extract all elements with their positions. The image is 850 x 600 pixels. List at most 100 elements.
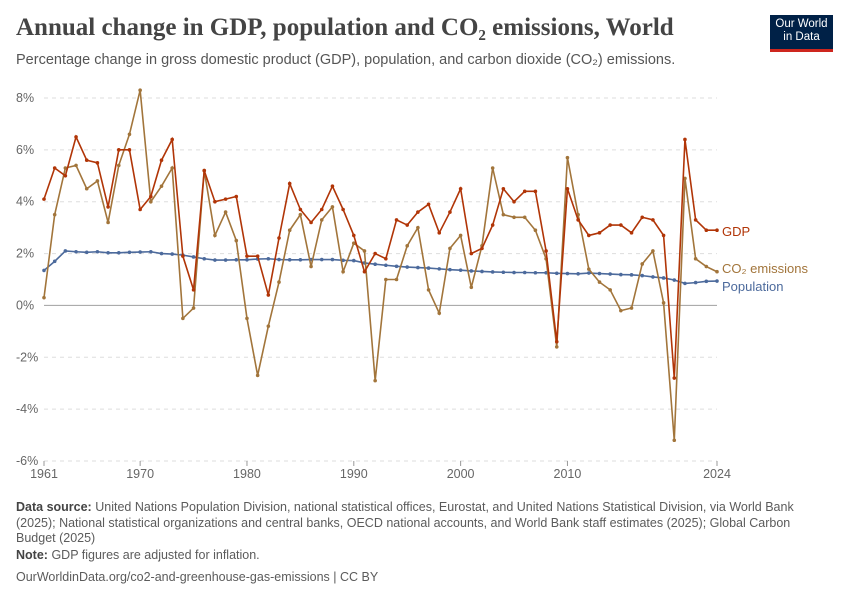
- data-point: [426, 266, 431, 270]
- data-point: [458, 233, 463, 238]
- data-point: [704, 228, 709, 233]
- y-tick-label: 8%: [16, 91, 34, 105]
- data-point: [512, 199, 516, 204]
- data-point: [587, 233, 591, 238]
- data-point: [373, 378, 377, 383]
- data-point: [116, 250, 121, 255]
- x-tick-label: 1990: [340, 467, 368, 481]
- data-point: [608, 288, 612, 292]
- data-point: [426, 288, 431, 292]
- data-point: [704, 264, 709, 269]
- source-label: Data source:: [16, 500, 92, 514]
- data-point: [319, 207, 324, 212]
- data-point: [351, 241, 356, 245]
- data-point: [223, 210, 228, 214]
- data-point: [127, 148, 132, 152]
- data-point: [42, 295, 46, 300]
- data-point: [181, 316, 185, 321]
- data-point: [341, 269, 345, 274]
- data-point: [405, 223, 410, 227]
- data-source: Data source: United Nations Population D…: [16, 500, 831, 547]
- data-point: [651, 249, 655, 253]
- legend-label: Population: [722, 279, 783, 294]
- y-tick-label: 6%: [16, 143, 34, 157]
- owid-logo[interactable]: Our World in Data: [770, 15, 833, 52]
- data-point: [170, 252, 174, 256]
- data-point: [683, 281, 687, 286]
- data-point: [287, 257, 292, 262]
- data-point: [138, 250, 142, 254]
- data-point: [554, 271, 559, 276]
- data-point: [576, 218, 580, 222]
- data-point: [501, 212, 506, 217]
- data-point: [693, 218, 698, 222]
- x-tick-label: 1980: [233, 467, 261, 481]
- data-point: [394, 218, 399, 222]
- data-point: [245, 257, 249, 262]
- data-point: [341, 207, 345, 212]
- data-point: [191, 288, 196, 292]
- data-point: [672, 376, 677, 380]
- data-point: [672, 278, 677, 282]
- data-point: [138, 207, 142, 212]
- data-point: [715, 279, 719, 283]
- chart-title: Annual change in GDP, population and CO₂…: [16, 14, 674, 41]
- data-point: [319, 257, 324, 262]
- data-point: [448, 267, 452, 272]
- x-tick-label: 2000: [447, 467, 475, 481]
- data-point: [416, 210, 420, 214]
- data-point: [458, 268, 463, 272]
- data-point: [149, 249, 153, 254]
- data-point: [330, 184, 335, 188]
- data-point: [501, 270, 506, 275]
- data-point: [640, 273, 645, 278]
- data-point: [213, 258, 217, 262]
- data-point: [106, 205, 110, 209]
- data-point: [106, 220, 110, 225]
- data-point: [202, 256, 207, 261]
- source-url[interactable]: OurWorldinData.org/co2-and-greenhouse-ga…: [16, 570, 379, 584]
- data-point: [138, 88, 142, 93]
- data-point: [373, 251, 377, 256]
- data-point: [341, 258, 345, 263]
- data-point: [266, 256, 271, 261]
- data-point: [63, 173, 68, 178]
- data-point: [565, 155, 570, 160]
- data-point: [651, 218, 655, 222]
- data-point: [693, 256, 698, 261]
- data-point: [330, 257, 335, 262]
- data-point: [448, 246, 452, 251]
- data-point: [330, 205, 335, 209]
- data-point: [597, 271, 602, 276]
- data-point: [608, 223, 612, 227]
- data-point: [277, 280, 281, 284]
- data-point: [554, 345, 559, 349]
- data-point: [704, 279, 709, 284]
- data-point: [533, 228, 538, 233]
- y-tick-label: -4%: [16, 402, 38, 416]
- data-point: [651, 275, 655, 279]
- data-point: [234, 238, 239, 243]
- data-point: [533, 270, 538, 275]
- data-point: [512, 270, 516, 275]
- data-point: [52, 212, 57, 217]
- data-point: [619, 223, 623, 227]
- legend-label: GDP: [722, 224, 750, 239]
- data-point: [234, 194, 239, 199]
- data-point: [362, 269, 367, 274]
- data-point: [683, 176, 687, 181]
- data-point: [458, 186, 463, 191]
- data-point: [84, 158, 89, 163]
- data-point: [469, 269, 474, 273]
- data-point: [95, 179, 100, 183]
- data-point: [298, 212, 303, 217]
- data-point: [149, 199, 153, 204]
- note-label: Note:: [16, 548, 48, 562]
- chart-subtitle: Percentage change in gross domestic prod…: [16, 52, 676, 68]
- data-point: [181, 254, 185, 258]
- data-point: [234, 257, 239, 262]
- data-point: [309, 220, 313, 225]
- data-point: [448, 210, 452, 214]
